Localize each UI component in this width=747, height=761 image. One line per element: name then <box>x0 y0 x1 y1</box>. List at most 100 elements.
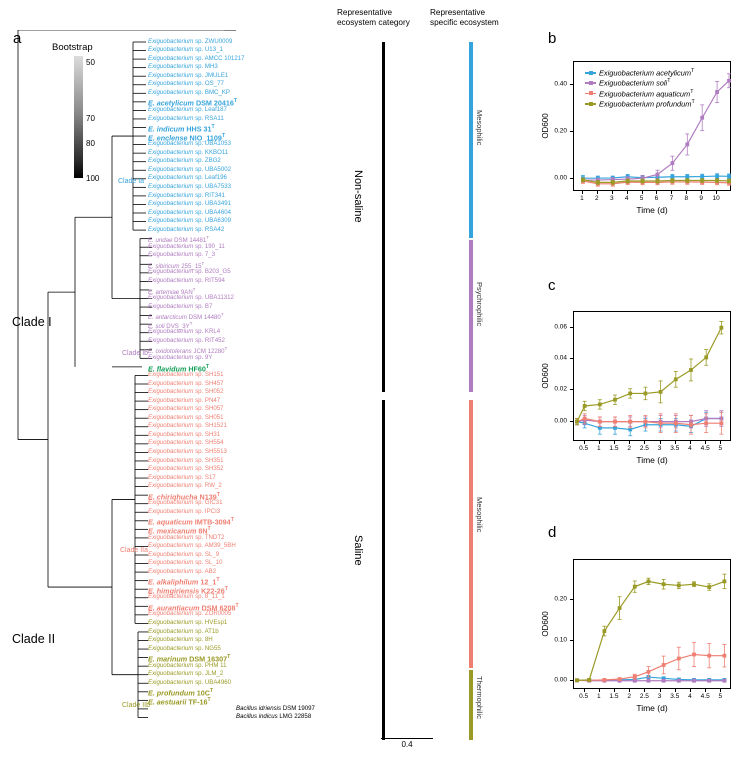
taxon-label: Exiguobacterium sp. 7_3 <box>148 251 216 259</box>
x-axis-tick-label: 6 <box>654 195 659 202</box>
taxon-label: E. flavidum HF60T <box>148 363 210 373</box>
y-axis-tick-mark <box>570 389 573 391</box>
x-axis-tick-label: 0.5 <box>579 445 589 452</box>
taxon-label: Exiguobacterium sp. UBA6309 <box>148 217 231 225</box>
x-axis-tick-label: 2 <box>595 195 599 202</box>
taxon-label: Exiguobacterium sp. RIT452 <box>148 336 225 344</box>
taxon-label: Exiguobacterium sp. SH352 <box>148 465 224 473</box>
bootstrap-gradient-bar <box>74 56 83 178</box>
x-axis-tick-label: 3 <box>657 445 662 452</box>
taxon-label: Exiguobacterium sp. SL_10 <box>148 559 223 567</box>
legend-item[interactable]: Exiguobacterium profundumT <box>585 99 695 109</box>
ecosystem-label-mesophilic-nonsaline: Mesophilic <box>475 110 484 146</box>
legend-item[interactable]: Exiguobacterium soliT <box>585 78 695 88</box>
x-axis-title: Time (d) <box>636 205 668 215</box>
legend-item[interactable]: Exiguobacterium acetylicumT <box>585 68 695 77</box>
taxon-label: Exiguobacterium sp. RSA42 <box>148 225 225 233</box>
taxon-label: E. alkaliphilum 12_1T <box>148 577 220 587</box>
clade-label-Ib: Clade Ib <box>122 350 149 357</box>
scale-bar-label: 0.4 <box>401 740 413 750</box>
x-axis-tick-mark <box>598 441 600 444</box>
scale-bar: 0.4 <box>381 738 433 749</box>
taxon-label: E. aestuarii TF-16T <box>148 696 211 707</box>
taxon-label: Exiguobacterium sp. SH057 <box>148 405 224 413</box>
chart-panel-d <box>573 559 731 689</box>
taxon-label: Exiguobacterium sp. JMULE1 <box>148 71 229 79</box>
y-axis-title: OD600 <box>541 113 550 139</box>
taxon-label: Exiguobacterium sp. UBA1053 <box>148 140 231 148</box>
x-axis-tick-mark <box>659 689 661 692</box>
taxon-label: Exiguobacterium sp. RIT594 <box>148 277 225 284</box>
x-axis-tick-label: 2.5 <box>639 445 649 452</box>
chart-panel-b <box>573 61 732 191</box>
phylogenetic-tree: Exiguobacterium sp. ZWU0009 Exiguobacteri… <box>0 30 345 755</box>
taxon-label: Exiguobacterium sp. BMC_KP <box>148 88 230 96</box>
taxon-label: Exiguobacterium sp. HVEsp1 <box>148 619 228 626</box>
taxon-label: Exiguobacterium sp. RSA11 <box>148 114 224 122</box>
legend-label: Exiguobacterium profundumT <box>599 99 695 109</box>
clade-label-Ia: Clade Ia <box>118 178 145 185</box>
taxon-label: E. acetylicum DSM 20416T <box>148 98 238 108</box>
ecosystem-label-psychrophilic: Psychrophilic <box>475 282 484 327</box>
taxon-label: Exiguobacterium sp. 8H <box>148 636 213 644</box>
x-axis-title: Time (d) <box>636 703 668 713</box>
x-axis-tick-label: 10 <box>712 195 720 202</box>
chart-plot-area <box>575 573 727 683</box>
taxon-label: Exiguobacterium sp. ZWU0009 <box>148 37 233 45</box>
y-axis-title: OD600 <box>541 363 550 389</box>
y-axis-tick-mark <box>570 326 573 328</box>
taxon-label: Bacillus idriensis DSM 19097 <box>236 704 315 712</box>
clade-label-I: Clade I <box>12 315 52 329</box>
x-axis-tick-mark <box>689 441 691 444</box>
taxon-label: Exiguobacterium sp. SL_9 <box>148 550 220 558</box>
x-axis-tick-mark <box>596 191 598 194</box>
taxon-label: Exiguobacterium sp. SH5513 <box>148 448 227 455</box>
y-axis-tick-mark <box>570 599 573 601</box>
x-axis-tick-mark <box>614 441 616 444</box>
taxon-label: Exiguobacterium sp. Leaf187 <box>148 106 227 113</box>
taxon-label: E. himgiriensis K22-26T <box>148 585 228 596</box>
x-axis-tick-mark <box>581 191 583 194</box>
x-axis-tick-label: 3.5 <box>670 445 680 452</box>
taxon-label: Exiguobacterium sp. SH151 <box>148 371 224 379</box>
clade-label-IIb: Clade IIb <box>122 702 151 709</box>
x-axis-tick-mark <box>705 689 707 692</box>
taxon-label: Exiguobacterium sp. RIT341 <box>148 191 225 199</box>
column-header-specific-ecosystem: Representative specific ecosystem <box>430 8 522 28</box>
x-axis-tick-mark <box>644 441 646 444</box>
x-axis-tick-label: 1 <box>597 693 601 700</box>
x-axis-tick-mark <box>626 191 628 194</box>
x-axis-tick-mark <box>671 191 673 194</box>
taxon-label: Exiguobacterium sp. SH554 <box>148 439 224 447</box>
ecosystem-header-line1: Representative <box>430 8 486 17</box>
x-axis-tick-label: 4 <box>624 195 629 202</box>
taxon-label: Bacillus indicus LMG 22858 <box>236 713 312 721</box>
panel-letter-a: a <box>13 30 22 47</box>
taxon-label: Exiguobacterium sp. RW_2 <box>148 482 222 490</box>
ecosystem-bar-psychrophilic <box>469 240 473 392</box>
legend-item[interactable]: Exiguobacterium aquaticumT <box>585 89 695 98</box>
panel-letter-d: d <box>548 524 557 541</box>
taxon-label: Exiguobacterium sp. PN47 <box>148 396 221 404</box>
y-axis-tick-label: 0.00 <box>554 417 567 425</box>
bootstrap-tick-100: 100 <box>86 174 100 183</box>
ecosystem-bar-mesophilic-saline <box>469 400 473 668</box>
taxon-label: Exiguobacterium sp. 190_11 <box>148 242 225 250</box>
x-axis-tick-label: 7 <box>669 195 674 202</box>
x-axis-tick-mark <box>705 441 707 444</box>
x-axis-tick-label: 3 <box>609 195 614 202</box>
x-axis-tick-label: 0.5 <box>579 693 589 700</box>
panel-letter-b: b <box>548 30 557 47</box>
taxon-label: E. marinum DSM 16307T <box>148 654 231 664</box>
ecosystem-label-thermophilic: Thermophilic <box>475 676 484 719</box>
taxon-label: E. soli DVS_3YT <box>148 320 193 330</box>
taxon-label: Exiguobacterium sp. Leaf196 <box>148 174 227 182</box>
x-axis-tick-mark <box>659 441 661 444</box>
taxon-label: Exiguobacterium sp. SH31 <box>148 430 221 438</box>
legend-line-marker <box>585 102 596 106</box>
x-axis-tick-label: 3 <box>657 693 662 700</box>
taxon-label: Exiguobacterium sp. AM39_5BH <box>148 542 236 550</box>
chart-legend-b: Exiguobacterium acetylicumT Exiguobacteri… <box>585 68 695 110</box>
category-bar-non-saline <box>382 42 385 392</box>
taxon-label: Exiguobacterium sp. AMCC 101217 <box>148 54 245 62</box>
